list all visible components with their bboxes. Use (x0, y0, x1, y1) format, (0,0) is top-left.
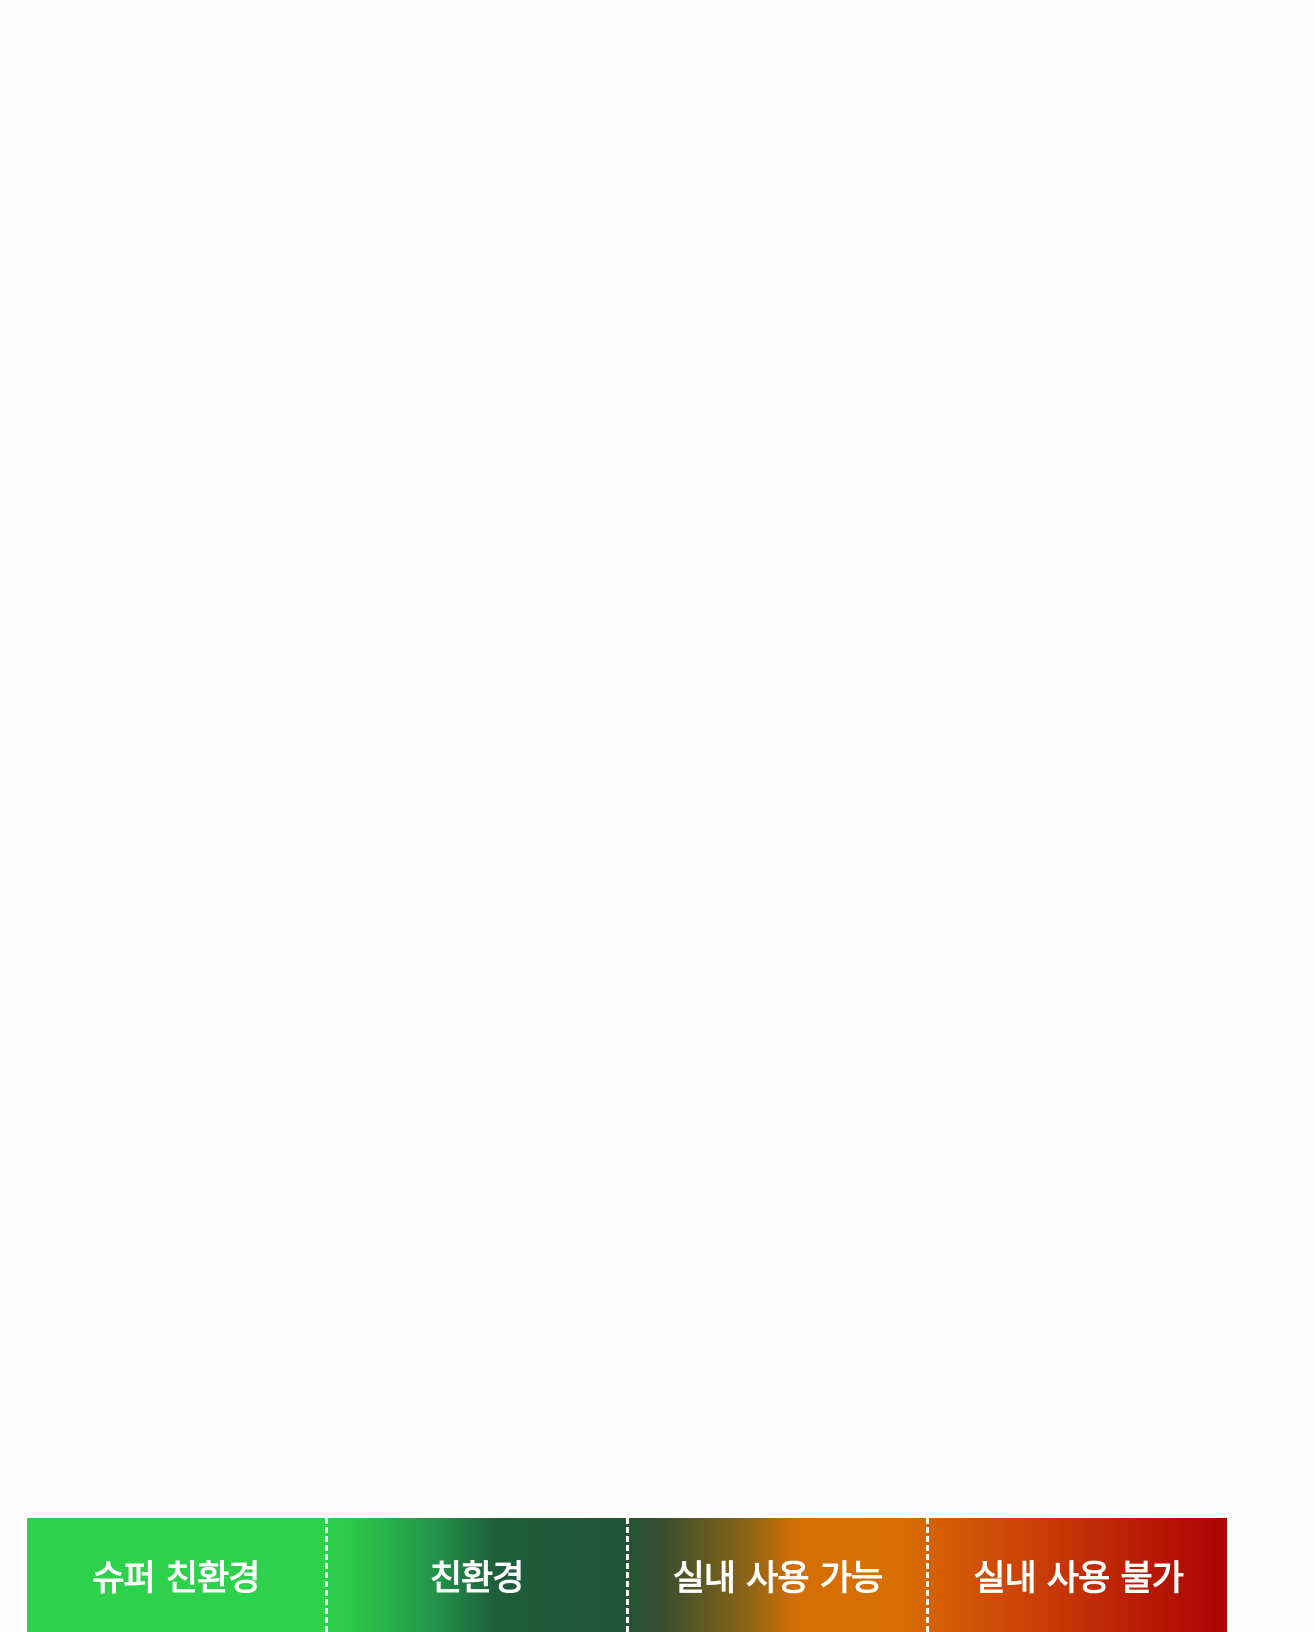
scale-segment-eco: 친환경 (324, 1518, 626, 1632)
scale-segment-super-eco: 슈퍼 친환경 (27, 1518, 325, 1632)
scale-segment-indoor-no: 실내 사용 불가 (926, 1518, 1227, 1632)
scale-label-super-eco: 슈퍼 친환경 (92, 1558, 260, 1599)
scale-label-indoor-ok: 실내 사용 가능 (672, 1558, 884, 1599)
rating-scale-bar: 슈퍼 친환경 친환경 실내 사용 가능 실내 사용 불가 (27, 1518, 1227, 1632)
scale-label-indoor-no: 실내 사용 불가 (973, 1558, 1184, 1599)
scale-segment-indoor-ok: 실내 사용 가능 (625, 1518, 927, 1632)
scale-label-eco: 친환경 (429, 1558, 525, 1599)
